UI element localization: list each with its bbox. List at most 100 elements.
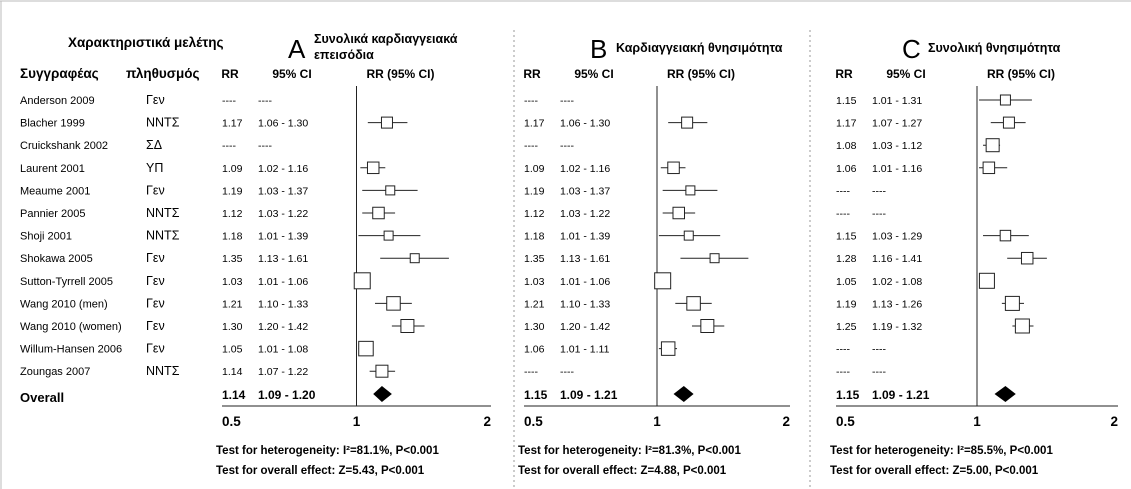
study-population: Γεν bbox=[146, 342, 165, 356]
ci-value: 1.01 - 1.16 bbox=[872, 163, 922, 175]
study-effect-square bbox=[667, 161, 680, 175]
rr-value: 1.21 bbox=[524, 298, 545, 310]
rr-value: 1.12 bbox=[222, 208, 243, 220]
panel-letter: B bbox=[590, 34, 607, 64]
rr-value: 1.35 bbox=[524, 253, 545, 265]
study-population: Γεν bbox=[146, 296, 165, 310]
panel-letter: C bbox=[902, 34, 921, 64]
ci-column-header: 95% CI bbox=[272, 67, 311, 81]
ci-value: 1.01 - 1.39 bbox=[258, 231, 308, 243]
panel-title-line-1: Συνολικά καρδιαγγειακά bbox=[314, 32, 458, 46]
panel-title-line-2: επεισόδια bbox=[314, 48, 374, 62]
study-population: ΝΝΤΣ bbox=[146, 229, 180, 243]
study-effect-square bbox=[681, 116, 694, 129]
panel-title: Συνολική θνησιμότητα bbox=[928, 41, 1061, 55]
ci-value: 1.13 - 1.26 bbox=[872, 298, 922, 310]
x-tick-label: 2 bbox=[1110, 414, 1118, 429]
ci-column-header: 95% CI bbox=[574, 67, 613, 81]
rr-column-header: RR bbox=[523, 67, 541, 81]
forest-panel-a: A Συνολικά καρδιαγγειακά επεισόδια RR 95% CI… bbox=[216, 32, 491, 477]
overall-effect-test: Test for overall effect: Z=5.43, P<0.001 bbox=[216, 465, 425, 477]
overall-label: Overall bbox=[20, 390, 64, 405]
x-tick-label: 1 bbox=[973, 414, 981, 429]
x-tick-label: 0.5 bbox=[222, 414, 241, 429]
forest-panels: A Συνολικά καρδιαγγειακά επεισόδια RR 95% CI… bbox=[216, 32, 1118, 477]
rr-value: 1.12 bbox=[524, 208, 545, 220]
study-effect-square bbox=[409, 253, 420, 264]
forest-panel-c: C Συνολική θνησιμότητα RR 95% CI RR (95% CI)… bbox=[830, 34, 1118, 477]
overall-ci-value: 1.09 - 1.21 bbox=[872, 388, 930, 402]
overall-effect-diamond bbox=[673, 386, 694, 402]
ci-value: 1.03 - 1.29 bbox=[872, 231, 922, 243]
study-effect-square bbox=[982, 161, 996, 175]
study-name: Blacher 1999 bbox=[20, 118, 85, 130]
rr-value: 1.05 bbox=[836, 276, 857, 288]
rr-value: 1.14 bbox=[222, 366, 243, 378]
ci-value: 1.03 - 1.37 bbox=[560, 185, 610, 197]
study-list: Anderson 2009 Γεν Blacher 1999 ΝΝΤΣ Cruicksh… bbox=[20, 93, 180, 378]
study-population: Γεν bbox=[146, 251, 165, 265]
ci-value: 1.01 - 1.08 bbox=[258, 344, 308, 356]
rr-value: ---- bbox=[836, 185, 850, 197]
overall-rr-value: 1.15 bbox=[836, 388, 860, 402]
overall-effect-test: Test for overall effect: Z=5.00, P<0.001 bbox=[830, 465, 1039, 477]
ci-value: 1.02 - 1.08 bbox=[872, 276, 922, 288]
ci-value: ---- bbox=[872, 185, 886, 197]
rr-value: ---- bbox=[524, 95, 538, 107]
rr-value: 1.21 bbox=[222, 298, 243, 310]
ci-value: 1.16 - 1.41 bbox=[872, 253, 922, 265]
panel-letter: A bbox=[288, 34, 306, 64]
rr-value: 1.09 bbox=[524, 163, 545, 175]
ci-value: 1.06 - 1.30 bbox=[258, 118, 308, 130]
study-name: Shokawa 2005 bbox=[20, 253, 93, 265]
rr-value: ---- bbox=[222, 140, 236, 152]
rr-value: 1.15 bbox=[836, 95, 857, 107]
rr-value: 1.35 bbox=[222, 253, 243, 265]
study-population: Γεν bbox=[146, 319, 165, 333]
study-population: Γεν bbox=[146, 274, 165, 288]
ci-value: 1.19 - 1.32 bbox=[872, 321, 922, 333]
ci-value: 1.01 - 1.11 bbox=[560, 344, 610, 356]
ci-value: 1.01 - 1.06 bbox=[560, 276, 610, 288]
study-effect-square bbox=[685, 185, 696, 196]
rr-value: 1.28 bbox=[836, 253, 857, 265]
overall-effect-test: Test for overall effect: Z=4.88, P<0.001 bbox=[518, 465, 727, 477]
ci-value: 1.03 - 1.22 bbox=[258, 208, 308, 220]
rr-value: ---- bbox=[524, 140, 538, 152]
study-effect-square bbox=[1020, 251, 1034, 265]
ci-value: 1.07 - 1.27 bbox=[872, 118, 922, 130]
rr-value: 1.17 bbox=[222, 118, 243, 130]
heterogeneity-test: Test for heterogeneity: I²=85.5%, P<0.00… bbox=[830, 445, 1053, 457]
ci-value: 1.06 - 1.30 bbox=[560, 118, 610, 130]
study-effect-square bbox=[672, 206, 685, 220]
study-name: Shoji 2001 bbox=[20, 231, 72, 243]
study-effect-square bbox=[353, 272, 371, 290]
ci-value: 1.03 - 1.37 bbox=[258, 185, 308, 197]
study-effect-square bbox=[999, 94, 1011, 106]
rr-value: 1.03 bbox=[222, 276, 243, 288]
study-effect-square bbox=[985, 138, 1000, 153]
rr-value: ---- bbox=[836, 344, 850, 356]
ci-value: 1.01 - 1.06 bbox=[258, 276, 308, 288]
study-name: Willum-Hansen 2006 bbox=[20, 344, 122, 356]
ci-value: 1.13 - 1.61 bbox=[560, 253, 610, 265]
rr-value: 1.08 bbox=[836, 140, 857, 152]
plot-column-header: RR (95% CI) bbox=[987, 67, 1055, 81]
study-name: Zoungas 2007 bbox=[20, 366, 90, 378]
study-effect-square bbox=[383, 230, 394, 241]
ci-value: 1.01 - 1.31 bbox=[872, 95, 922, 107]
plot-column-header: RR (95% CI) bbox=[366, 67, 434, 81]
x-tick-label: 1 bbox=[353, 414, 361, 429]
study-effect-square bbox=[400, 319, 415, 333]
study-population: ΝΝΤΣ bbox=[146, 116, 180, 130]
study-effect-square bbox=[380, 116, 393, 129]
study-name: Pannier 2005 bbox=[20, 208, 85, 220]
rr-column-header: RR bbox=[835, 67, 853, 81]
heterogeneity-test: Test for heterogeneity: I²=81.3%, P<0.00… bbox=[518, 445, 741, 457]
study-effect-square bbox=[700, 319, 715, 333]
x-tick-label: 0.5 bbox=[836, 414, 855, 429]
heterogeneity-test: Test for heterogeneity: I²=81.1%, P<0.00… bbox=[216, 445, 439, 457]
rr-value: 1.06 bbox=[524, 344, 545, 356]
plot-column-header: RR (95% CI) bbox=[667, 67, 735, 81]
